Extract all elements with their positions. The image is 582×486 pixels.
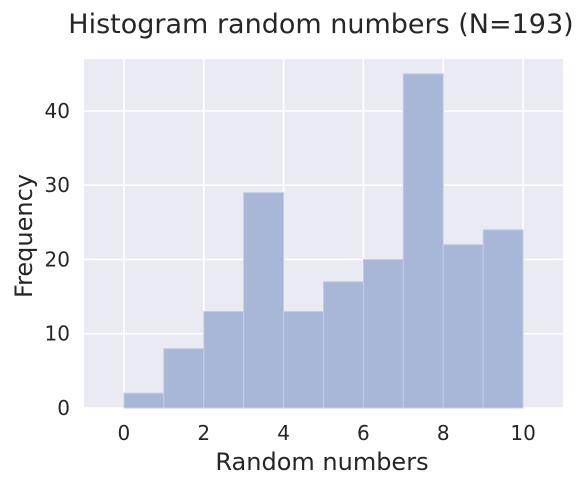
x-tick-labels: 0 2 4 6 8 10: [118, 421, 536, 445]
x-tick-label-3: 6: [357, 421, 370, 445]
y-tick-label-4: 40: [45, 99, 70, 123]
histogram-bar-8: [442, 244, 484, 409]
y-tick-label-2: 20: [45, 247, 70, 271]
y-tick-label-1: 10: [45, 322, 70, 346]
x-tick-label-4: 8: [437, 421, 450, 445]
y-tick-label-3: 30: [45, 173, 70, 197]
histogram-bar-6: [362, 258, 404, 409]
histogram-bar-7: [402, 73, 444, 409]
histogram-bar-9: [482, 229, 524, 409]
histogram-bar-5: [323, 281, 364, 409]
x-tick-label-1: 2: [197, 421, 210, 445]
x-tick-label-2: 4: [277, 421, 290, 445]
y-tick-labels: 0 10 20 30 40: [45, 99, 70, 420]
x-tick-label-5: 10: [510, 421, 535, 445]
histogram-bar-4: [283, 310, 325, 409]
histogram-bars: [123, 73, 524, 409]
histogram-bar-2: [203, 310, 245, 409]
y-axis-label: Frequency: [10, 174, 38, 298]
x-tick-label-0: 0: [118, 421, 131, 445]
x-axis-label: Random numbers: [215, 448, 428, 476]
chart-title: Histogram random numbers (N=193): [68, 9, 573, 40]
y-tick-label-0: 0: [57, 396, 70, 420]
histogram-bar-3: [243, 192, 285, 409]
histogram-bar-0: [123, 392, 165, 409]
histogram-bar-1: [163, 348, 205, 409]
